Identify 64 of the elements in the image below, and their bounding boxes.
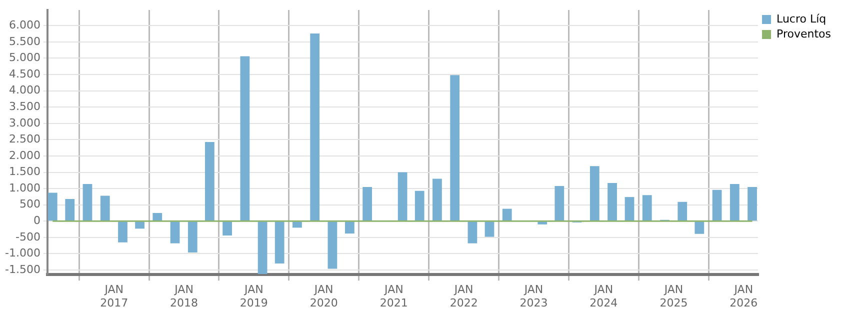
bar [292, 222, 302, 228]
y-tick-label: 4.000 [8, 84, 40, 97]
bar [100, 196, 110, 221]
bar [590, 166, 600, 221]
y-tick-label: 1.000 [8, 181, 40, 194]
bar [642, 195, 652, 221]
x-tick-label: JAN 2024 [590, 283, 618, 310]
y-tick-label: 2.500 [8, 132, 40, 146]
bar [730, 184, 740, 221]
bar [748, 186, 757, 221]
bar [82, 184, 92, 221]
x-tick-label: JAN 2020 [310, 283, 338, 310]
bar [170, 222, 180, 244]
bar [274, 222, 284, 264]
bar [204, 142, 214, 221]
y-tick-label: 6.000 [8, 18, 40, 32]
x-tick-label: JAN 2025 [660, 283, 688, 310]
bar [678, 202, 688, 221]
bar [468, 222, 478, 244]
legend-label: Lucro Líq [776, 12, 826, 26]
x-tick-label: JAN 2019 [240, 283, 268, 310]
bar [694, 222, 704, 234]
y-tick-label: 2.000 [8, 148, 40, 162]
y-tick-label: 4.500 [8, 67, 40, 80]
bar [240, 56, 250, 221]
y-tick-label: 3.500 [8, 100, 40, 113]
y-tick-label: 5.500 [8, 34, 40, 48]
x-tick-label: JAN 2022 [450, 283, 478, 310]
bar [188, 222, 198, 252]
y-tick-label: 500 [19, 198, 40, 211]
bar [502, 208, 512, 221]
x-tick-label: JAN 2018 [170, 283, 198, 310]
bar [450, 75, 460, 221]
bar [328, 222, 338, 269]
bar [712, 190, 722, 221]
bar [48, 192, 58, 221]
bar [414, 190, 424, 221]
x-tick-label: JAN 2017 [100, 283, 128, 310]
x-tick-label: JAN 2026 [730, 283, 758, 310]
x-tick-label: JAN 2021 [380, 283, 408, 310]
bar [118, 222, 128, 242]
y-tick-label: 5.000 [8, 51, 40, 64]
y-tick-label: -1.000 [4, 246, 40, 260]
bar [432, 178, 442, 221]
y-tick-label: -1.500 [4, 262, 40, 276]
bar [135, 222, 144, 229]
bar [152, 213, 162, 221]
bar [624, 197, 634, 221]
legend-label: Proventos [776, 27, 832, 40]
y-tick-label: -500 [15, 230, 40, 244]
bar [258, 222, 268, 274]
bar [345, 222, 354, 234]
bar [362, 186, 372, 221]
bar [608, 183, 617, 221]
bar [310, 33, 320, 221]
bar [222, 222, 232, 236]
bar [484, 222, 494, 237]
y-tick-label: 1.500 [8, 165, 40, 178]
bar [398, 172, 408, 221]
bar [65, 199, 75, 221]
y-tick-label: 3.000 [8, 116, 40, 130]
y-tick-label: 0 [33, 214, 40, 228]
bar [554, 186, 564, 221]
x-tick-label: JAN 2023 [520, 283, 548, 310]
